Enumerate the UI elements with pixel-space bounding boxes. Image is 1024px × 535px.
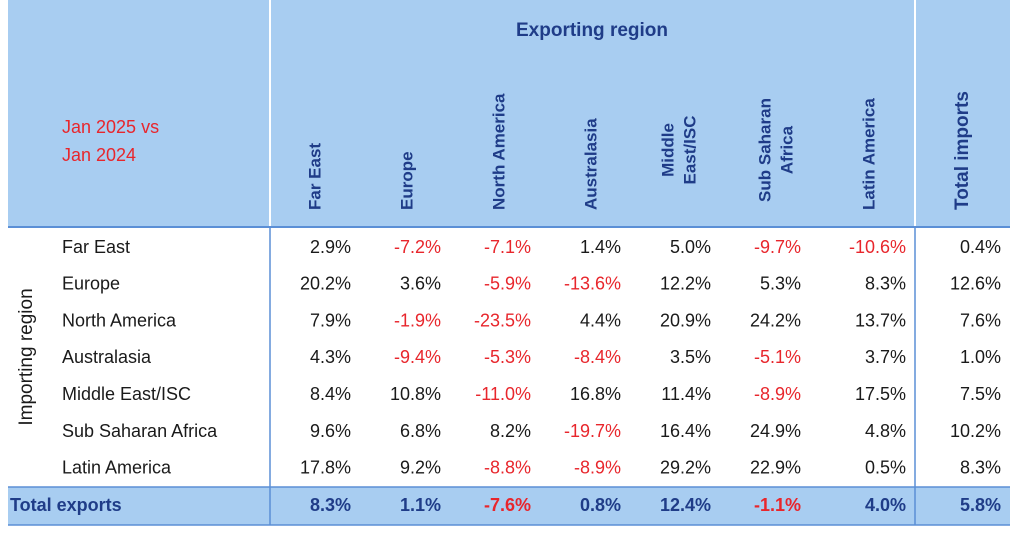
cell: -7.1% (484, 237, 531, 257)
cell: -5.9% (484, 274, 531, 294)
cell: 12.2% (660, 274, 711, 294)
cell: 3.5% (670, 347, 711, 367)
cell: 0.4% (960, 237, 1001, 257)
cell: 29.2% (660, 458, 711, 478)
cell: -23.5% (474, 310, 531, 330)
cell: 7.5% (960, 384, 1001, 404)
cell: 17.8% (300, 458, 351, 478)
cell: -8.9% (754, 384, 801, 404)
period-label: Jan 2025 vs (62, 117, 159, 137)
cell: 9.6% (310, 421, 351, 441)
cell: -10.6% (849, 237, 906, 257)
cell: -7.2% (394, 237, 441, 257)
cell: 3.6% (400, 274, 441, 294)
cell: -9.7% (754, 237, 801, 257)
total-cell: 8.3% (310, 495, 351, 515)
cell: 3.7% (865, 347, 906, 367)
row-label: North America (62, 310, 177, 330)
total-cell: -1.1% (754, 495, 801, 515)
cell: 20.2% (300, 274, 351, 294)
cell: 12.6% (950, 274, 1001, 294)
cell: 13.7% (855, 310, 906, 330)
cell: 0.5% (865, 458, 906, 478)
total-cell: 5.8% (960, 495, 1001, 515)
column-header: Africa (777, 125, 796, 174)
cell: 10.2% (950, 421, 1001, 441)
cell: 8.2% (490, 421, 531, 441)
cell: 11.4% (661, 384, 711, 404)
row-label: Europe (62, 274, 120, 294)
cell: 4.8% (865, 421, 906, 441)
cell: 24.2% (750, 310, 801, 330)
cell: 2.9% (310, 237, 351, 257)
cell: 7.6% (960, 310, 1001, 330)
cell: 16.4% (660, 421, 711, 441)
column-header: Sub Saharan (755, 98, 774, 202)
cell: 8.3% (865, 274, 906, 294)
cell: -13.6% (564, 274, 621, 294)
cell: 6.8% (400, 421, 441, 441)
cell: 24.9% (750, 421, 801, 441)
cell: 16.8% (570, 384, 621, 404)
row-label: Latin America (62, 458, 172, 478)
total-label: Total exports (10, 495, 122, 515)
cell: 1.0% (960, 347, 1001, 367)
cell: 22.9% (750, 458, 801, 478)
row-label: Far East (62, 237, 130, 257)
cell: 4.4% (580, 310, 621, 330)
cell: -8.9% (574, 458, 621, 478)
cell: 20.9% (660, 310, 711, 330)
row-label: Middle East/ISC (62, 384, 191, 404)
cell: 8.3% (960, 458, 1001, 478)
column-header: Europe (397, 151, 416, 210)
cell: 5.3% (760, 274, 801, 294)
total-cell: 4.0% (865, 495, 906, 515)
cell: 1.4% (580, 237, 621, 257)
column-header: Latin America (859, 98, 878, 210)
cell: -9.4% (394, 347, 441, 367)
total-cell: 0.8% (580, 495, 621, 515)
cell: 5.0% (670, 237, 711, 257)
row-label: Sub Saharan Africa (62, 421, 218, 441)
cell: -5.1% (754, 347, 801, 367)
column-header: Far East (305, 143, 324, 210)
cell: 9.2% (400, 458, 441, 478)
cell: 8.4% (310, 384, 351, 404)
row-label: Australasia (62, 347, 152, 367)
period-label: Jan 2024 (62, 145, 136, 165)
total-cell: 12.4% (660, 495, 711, 515)
total-cell: -7.6% (484, 495, 531, 515)
cell: -11.0% (475, 384, 531, 404)
exporting-title: Exporting region (516, 20, 668, 41)
column-header: Total imports (952, 91, 973, 210)
cell: -1.9% (394, 310, 441, 330)
importing-label: Importing region (16, 288, 37, 425)
cell: 7.9% (310, 310, 351, 330)
total-background (8, 487, 1010, 525)
cell: -19.7% (564, 421, 621, 441)
column-header: North America (489, 93, 508, 210)
total-cell: 1.1% (400, 495, 441, 515)
cell: -8.4% (574, 347, 621, 367)
cell: 10.8% (390, 384, 441, 404)
header-background (8, 0, 1010, 226)
column-header: Middle (658, 123, 677, 177)
column-header: Australasia (581, 118, 600, 210)
column-header: East/ISC (680, 116, 699, 185)
cell: -8.8% (484, 458, 531, 478)
cell: -5.3% (484, 347, 531, 367)
cell: 17.5% (855, 384, 906, 404)
cell: 4.3% (310, 347, 351, 367)
